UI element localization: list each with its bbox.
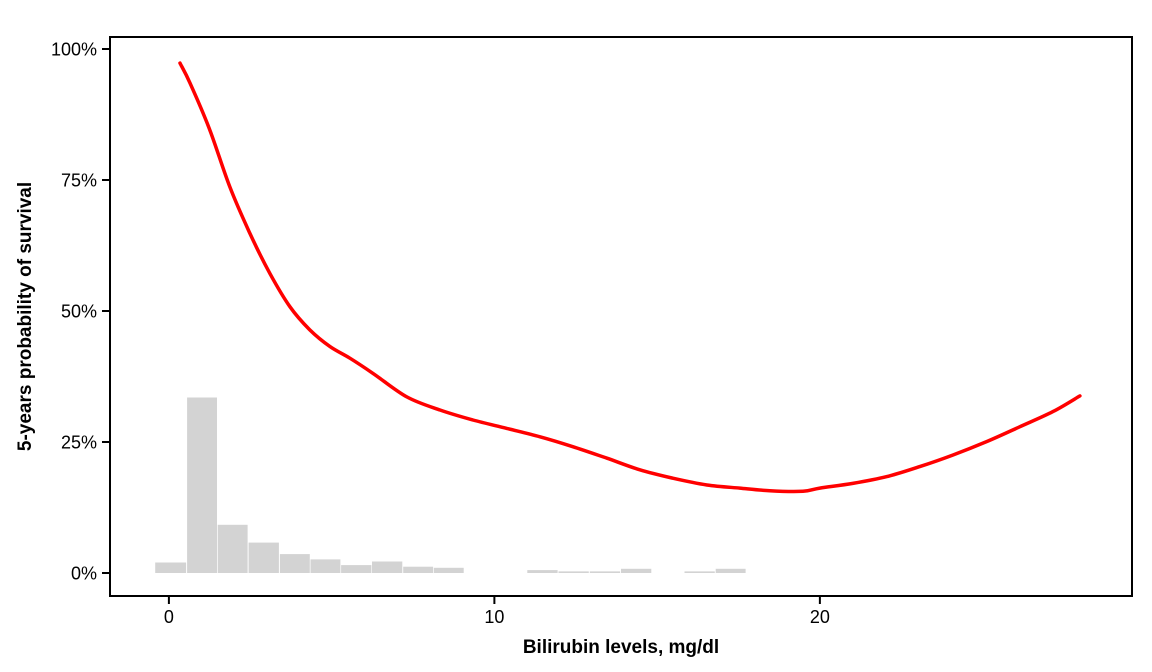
y-tick-label: 75% — [61, 170, 97, 190]
histogram-bar — [187, 397, 217, 573]
x-tick-label: 20 — [810, 607, 830, 627]
histogram-bar — [527, 570, 558, 573]
histogram-bar — [621, 568, 652, 573]
histogram-bar — [589, 571, 621, 573]
histogram-bar — [715, 568, 746, 573]
histogram-bar — [248, 542, 279, 573]
x-tick-label: 10 — [484, 607, 504, 627]
y-tick-label: 0% — [71, 564, 97, 584]
histogram-bar — [155, 562, 187, 573]
x-axis-title: Bilirubin levels, mg/dl — [523, 637, 719, 658]
histogram-bar — [558, 571, 589, 573]
y-tick-label: 100% — [51, 39, 97, 59]
y-axis-title: 5-years probability of survival — [15, 182, 36, 451]
histogram-bar — [279, 554, 310, 573]
y-tick-label: 25% — [61, 432, 97, 452]
curve-layer — [178, 61, 1082, 494]
x-tick-label: 0 — [164, 607, 174, 627]
axes-layer: 0% 25% 50% 75% 100% 0 10 20 — [51, 36, 1133, 627]
survival-curve — [178, 61, 1082, 494]
panel-border — [109, 36, 1133, 597]
histogram-bar — [403, 566, 434, 573]
histogram-layer — [155, 397, 746, 573]
histogram-bar — [310, 559, 341, 573]
y-tick-label: 50% — [61, 301, 97, 321]
histogram-bar — [372, 561, 403, 573]
histogram-bar — [684, 571, 715, 573]
histogram-bar — [341, 565, 372, 573]
histogram-bar — [433, 567, 464, 573]
histogram-bar — [217, 524, 248, 573]
